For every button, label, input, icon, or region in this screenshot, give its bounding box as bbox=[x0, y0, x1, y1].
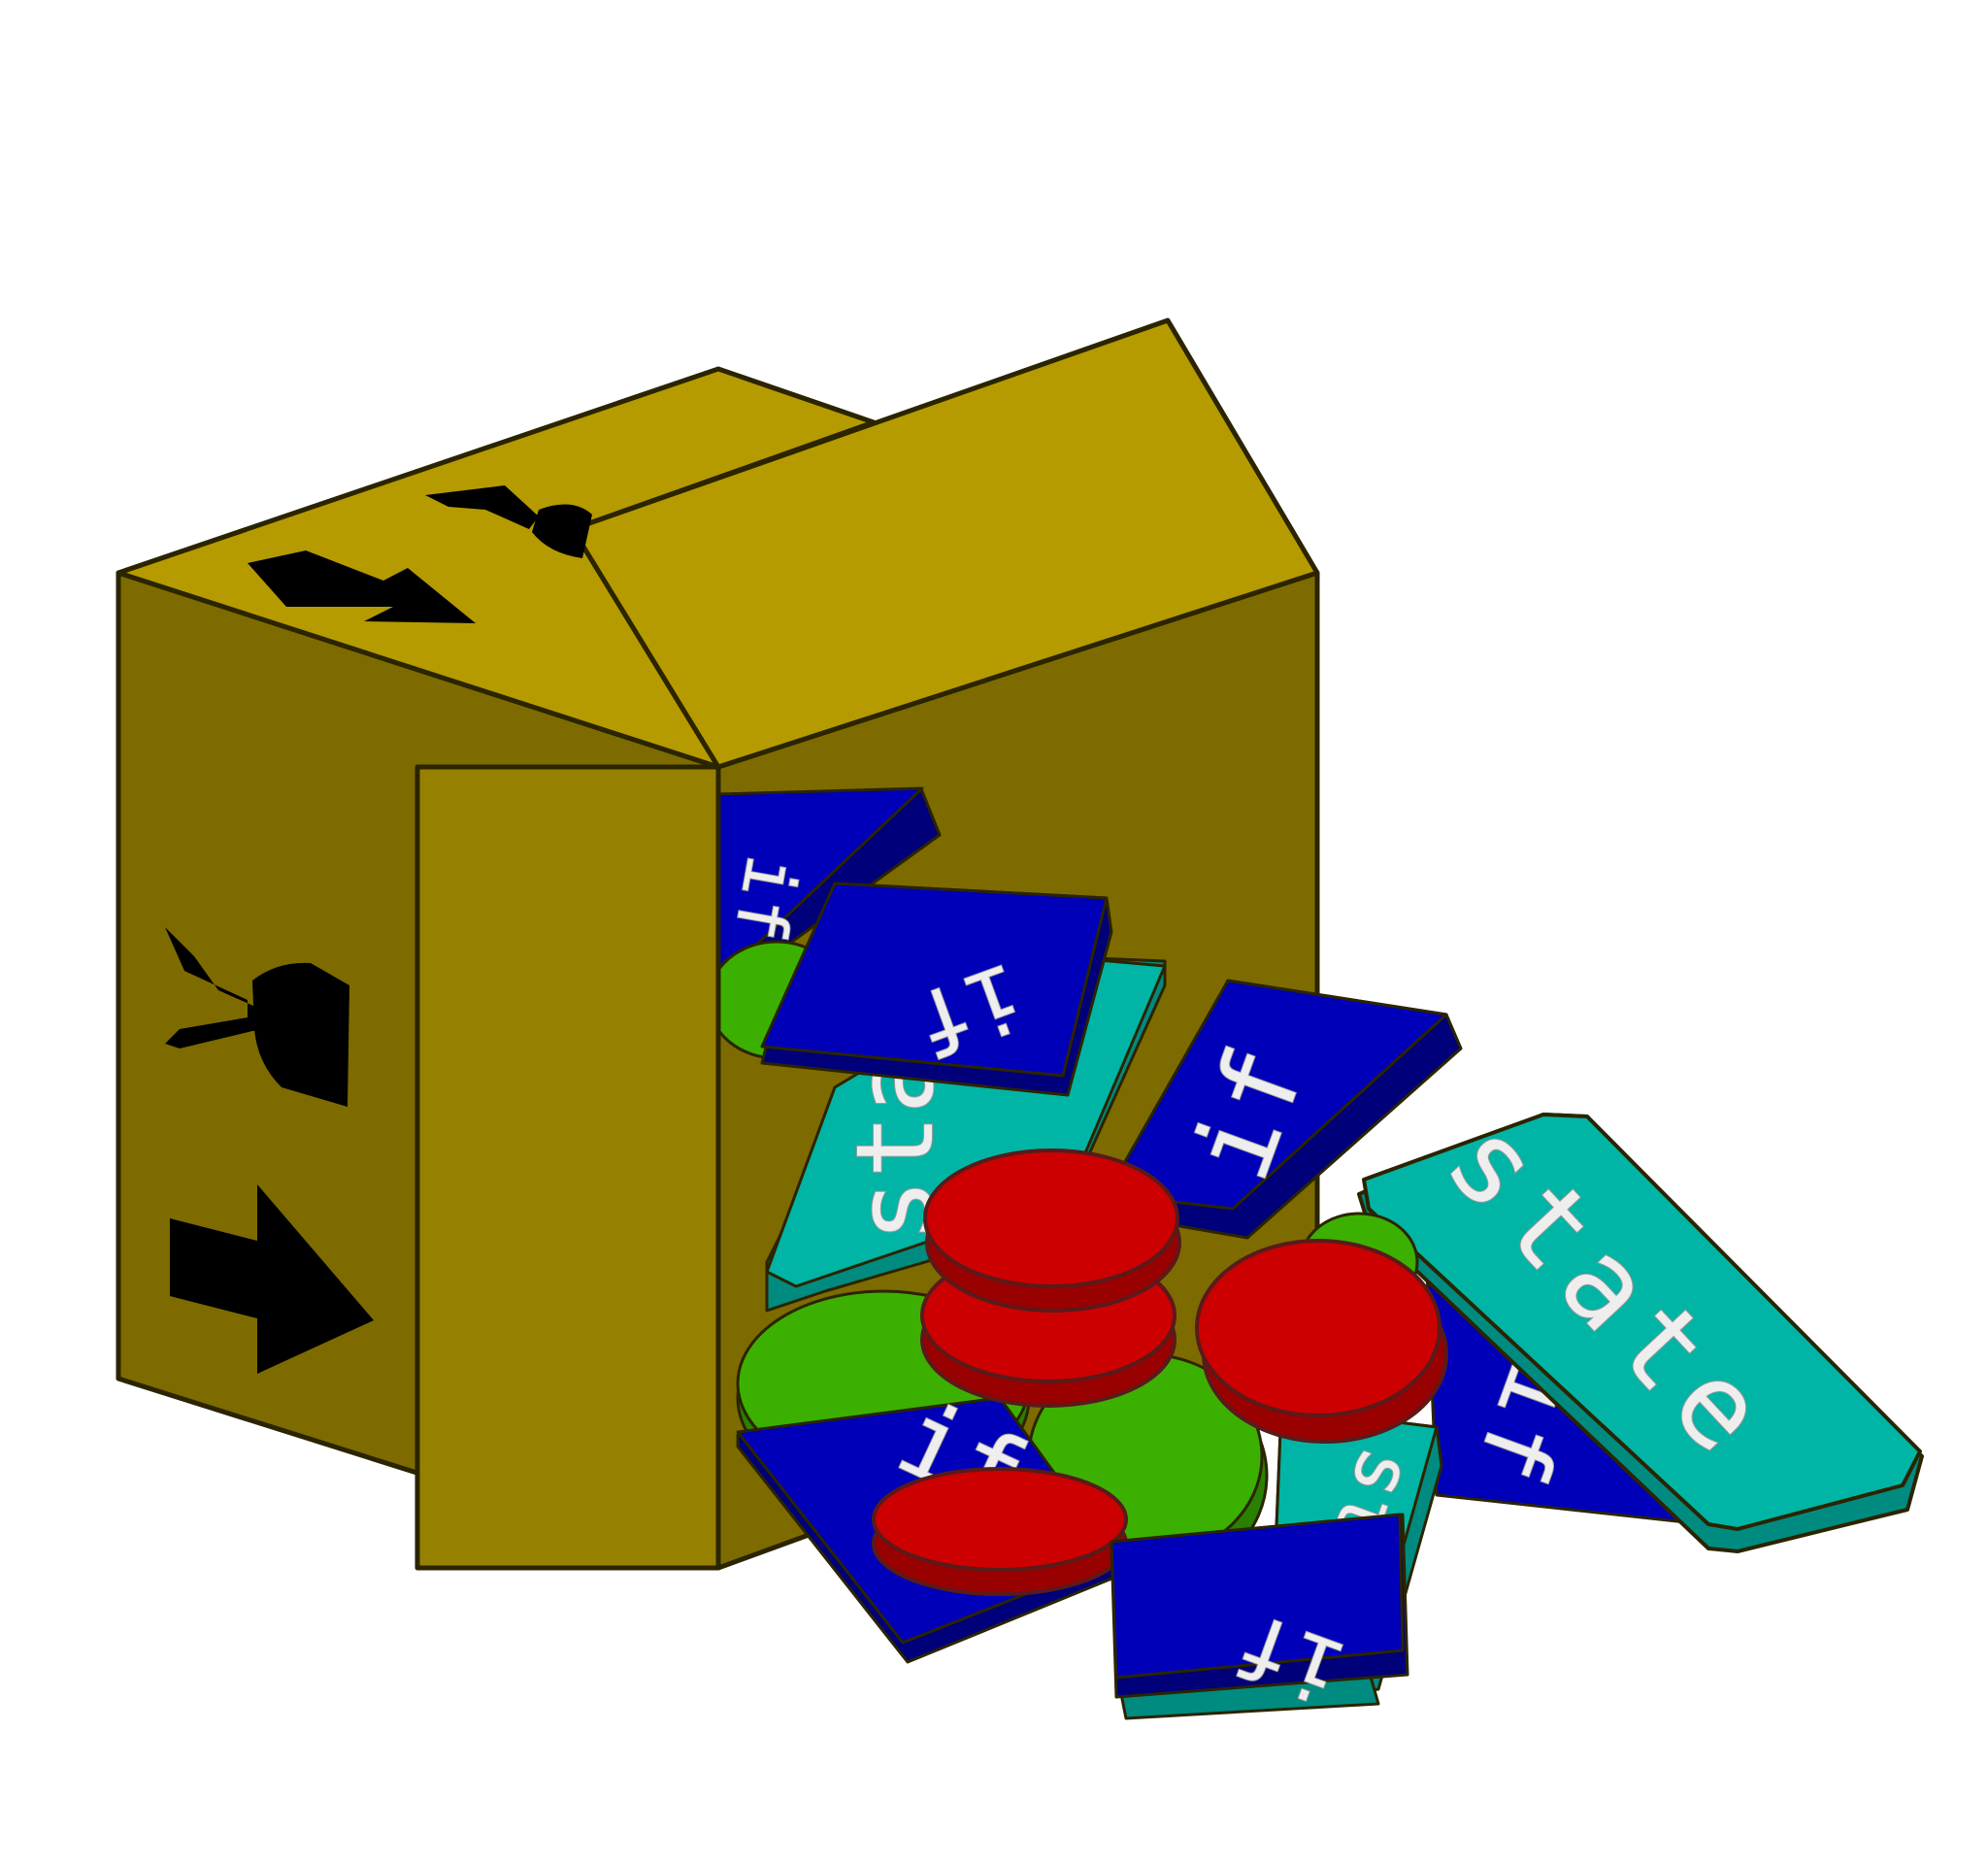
fragile-glass-icon bbox=[165, 927, 349, 1107]
box-front-flap bbox=[414, 764, 721, 1571]
if-tile-3: if bbox=[760, 882, 1113, 1097]
top-arrow-icon bbox=[248, 550, 476, 623]
if-tile-7: if bbox=[1110, 1513, 1409, 1723]
red-token-4 bbox=[872, 1467, 1128, 1596]
top-fragile-glass-icon bbox=[425, 485, 592, 558]
red-token-2 bbox=[923, 1148, 1181, 1313]
if-tile-8 bbox=[762, 885, 1107, 1097]
box-top-flap bbox=[570, 317, 1320, 770]
this-way-up-arrow-icon bbox=[170, 1184, 374, 1374]
box-front-flap-group bbox=[414, 764, 721, 1571]
if-tile-1-label: if bbox=[718, 849, 813, 947]
spilled-pieces: if state if if if bbox=[707, 786, 1924, 1723]
red-token-3 bbox=[1195, 1239, 1448, 1444]
